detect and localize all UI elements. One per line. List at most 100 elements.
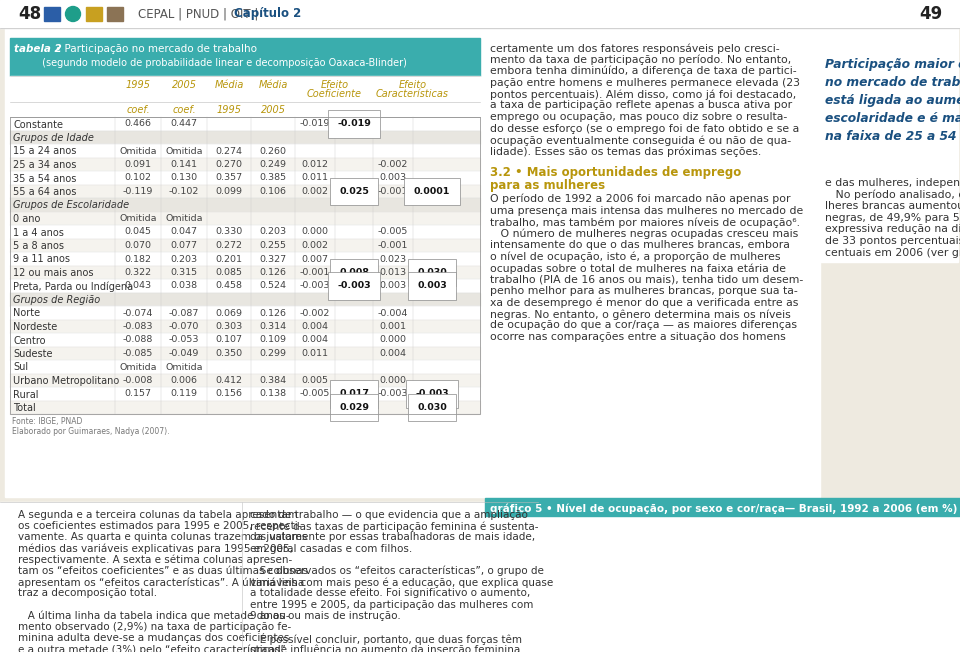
Text: ocorre nas comparações entre a situação dos homens: ocorre nas comparações entre a situação … [490, 332, 785, 342]
Text: 0.070: 0.070 [125, 241, 152, 250]
Text: 0.102: 0.102 [125, 173, 152, 183]
Bar [10, 185, 480, 198]
Text: 0.003: 0.003 [379, 173, 407, 183]
Text: lidade). Esses são os temas das próximas seções.: lidade). Esses são os temas das próximas… [490, 147, 761, 157]
Text: 0.012: 0.012 [301, 160, 328, 169]
Text: 0.182: 0.182 [125, 254, 152, 263]
Text: -0.049: -0.049 [169, 349, 199, 358]
Text: 0.004: 0.004 [301, 336, 328, 344]
Text: de ocupação do que a cor/raça — as maiores diferenças: de ocupação do que a cor/raça — as maior… [490, 321, 797, 331]
Text: lheres brancas aumentou de 48,5% para 53,3% e o das: lheres brancas aumentou de 48,5% para 53… [825, 201, 960, 211]
Text: CEPAL | PNUD | OIT |: CEPAL | PNUD | OIT | [138, 8, 262, 20]
Text: apresentam os “efeitos características”. A última linha: apresentam os “efeitos características”.… [18, 577, 304, 587]
Text: 0.322: 0.322 [125, 268, 152, 277]
Text: 0.119: 0.119 [171, 389, 198, 398]
Text: 0.130: 0.130 [171, 173, 198, 183]
Text: da justamente por essas trabalhadoras de mais idade,: da justamente por essas trabalhadoras de… [250, 533, 535, 542]
Bar [10, 117, 480, 130]
Text: 25 a 34 anos: 25 a 34 anos [13, 160, 77, 170]
Bar [485, 498, 960, 516]
Text: pontos percentuais). Além disso, como já foi destacado,: pontos percentuais). Além disso, como já… [490, 89, 796, 100]
Text: 0.006: 0.006 [171, 376, 198, 385]
Text: 0.315: 0.315 [171, 268, 198, 277]
Text: -0.003: -0.003 [337, 282, 371, 291]
Text: Centro: Centro [13, 336, 45, 346]
Text: 0.002: 0.002 [301, 241, 328, 250]
Text: 0.107: 0.107 [215, 336, 243, 344]
Text: Fonte: IBGE, PNAD
Elaborado por Guimaraes, Nadya (2007).: Fonte: IBGE, PNAD Elaborado por Guimarae… [12, 417, 170, 436]
Text: 0.017: 0.017 [339, 389, 369, 398]
Text: 0.004: 0.004 [301, 322, 328, 331]
Text: -0.005: -0.005 [378, 228, 408, 237]
Text: penho melhor para as mulheres brancas, porque sua ta-: penho melhor para as mulheres brancas, p… [490, 286, 798, 296]
Text: 0.156: 0.156 [215, 389, 243, 398]
Text: 0.249: 0.249 [259, 160, 286, 169]
Bar [10, 265, 480, 279]
Text: Omitida: Omitida [119, 147, 156, 155]
Text: intensamente do que o das mulheres brancas, embora: intensamente do que o das mulheres branc… [490, 240, 790, 250]
Text: ocupação eventualmente conseguida é ou não de qua-: ocupação eventualmente conseguida é ou n… [490, 135, 791, 145]
Text: Rural: Rural [13, 389, 38, 400]
Bar [10, 293, 480, 306]
Text: O número de mulheres negras ocupadas cresceu mais: O número de mulheres negras ocupadas cre… [490, 228, 799, 239]
Text: 0.023: 0.023 [379, 254, 407, 263]
Text: do desse esforço (se o emprego foi de fato obtido e se a: do desse esforço (se o emprego foi de fa… [490, 123, 800, 134]
Bar [10, 225, 480, 239]
Text: 0.005: 0.005 [301, 376, 328, 385]
Text: -0.070: -0.070 [169, 322, 199, 331]
Text: 0.203: 0.203 [259, 228, 287, 237]
Text: os coeficientes estimados para 1995 e 2005, respecti-: os coeficientes estimados para 1995 e 20… [18, 521, 301, 531]
Bar [10, 374, 480, 387]
Text: -0.053: -0.053 [169, 336, 200, 344]
Text: 0.357: 0.357 [215, 173, 243, 183]
Bar [10, 38, 480, 76]
Text: 0.025: 0.025 [339, 187, 369, 196]
Text: 0.069: 0.069 [215, 308, 243, 318]
Text: 0.412: 0.412 [215, 376, 243, 385]
Text: 0.157: 0.157 [125, 389, 152, 398]
Text: Capítulo 2: Capítulo 2 [234, 8, 301, 20]
Text: Preta, Parda ou Indígena: Preta, Parda ou Indígena [13, 282, 133, 292]
Text: 49: 49 [919, 5, 942, 23]
Text: negras, de 49,9% para 51,5% (ver gráfico 5). Houve uma: negras, de 49,9% para 51,5% (ver gráfico… [825, 213, 960, 223]
Bar [820, 28, 958, 262]
Text: 0.255: 0.255 [259, 241, 286, 250]
Text: 12 ou mais anos: 12 ou mais anos [13, 268, 93, 278]
Text: 0.201: 0.201 [215, 254, 243, 263]
Text: Sudeste: Sudeste [13, 349, 53, 359]
Text: vamente. As quarta e quinta colunas trazem os valores: vamente. As quarta e quinta colunas traz… [18, 533, 307, 542]
Text: 0.106: 0.106 [259, 187, 286, 196]
Text: 0.038: 0.038 [171, 282, 198, 291]
Text: 9 a 11 anos: 9 a 11 anos [13, 254, 70, 265]
Text: É possível concluir, portanto, que duas forças têm: É possível concluir, portanto, que duas … [250, 633, 522, 645]
Text: Média: Média [214, 80, 244, 90]
Text: 0.385: 0.385 [259, 173, 287, 183]
Text: -0.019: -0.019 [337, 119, 371, 128]
Text: Omitida: Omitida [119, 363, 156, 372]
Text: gráfico 5 • Nível de ocupação, por sexo e cor/raça— Brasil, 1992 a 2006 (em %): gráfico 5 • Nível de ocupação, por sexo … [490, 503, 957, 514]
Text: grande influência no aumento da inserção feminina: grande influência no aumento da inserção… [250, 644, 520, 652]
Bar [107, 7, 123, 21]
Text: Média: Média [258, 80, 288, 90]
Text: 55 a 64 anos: 55 a 64 anos [13, 187, 77, 197]
Text: 0.001: 0.001 [379, 322, 406, 331]
Text: 2005: 2005 [260, 105, 285, 115]
Text: 1995: 1995 [217, 105, 242, 115]
Text: 0.003: 0.003 [418, 282, 446, 291]
Text: embora tenha diminúído, a diferença de taxa de partici-: embora tenha diminúído, a diferença de t… [490, 66, 797, 76]
Text: 0.007: 0.007 [301, 254, 328, 263]
Text: 0.099: 0.099 [215, 187, 243, 196]
Text: -0.019: -0.019 [300, 119, 330, 128]
Text: 0.447: 0.447 [171, 119, 198, 128]
Text: traz a decomposição total.: traz a decomposição total. [18, 588, 157, 599]
Bar [10, 333, 480, 346]
Text: Grupos de Idade: Grupos de Idade [13, 133, 94, 143]
Text: uma presença mais intensa das mulheres no mercado de: uma presença mais intensa das mulheres n… [490, 205, 804, 216]
Text: -0.119: -0.119 [123, 187, 154, 196]
Text: respectivamente. A sexta e sétima colunas apresen-: respectivamente. A sexta e sétima coluna… [18, 555, 292, 565]
Text: 0.0001: 0.0001 [414, 187, 450, 196]
Text: -0.003: -0.003 [415, 389, 449, 398]
Text: Nordeste: Nordeste [13, 322, 58, 332]
Text: 3.2 • Mais oportunidades de emprego: 3.2 • Mais oportunidades de emprego [490, 166, 741, 179]
Text: 1 a 4 anos: 1 a 4 anos [13, 228, 64, 237]
